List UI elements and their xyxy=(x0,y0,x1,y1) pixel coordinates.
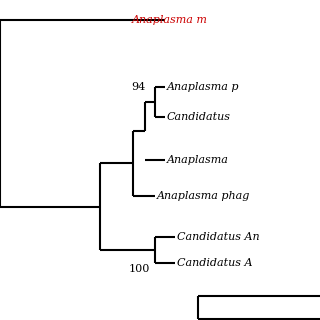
Text: Anaplasma phag: Anaplasma phag xyxy=(157,191,250,201)
Text: Anaplasma m: Anaplasma m xyxy=(132,15,208,25)
Text: Candidatus A: Candidatus A xyxy=(177,258,252,268)
Text: 94: 94 xyxy=(132,82,146,92)
Text: Anaplasma: Anaplasma xyxy=(167,155,229,165)
Text: Anaplasma p: Anaplasma p xyxy=(167,82,239,92)
Text: Candidatus: Candidatus xyxy=(167,112,231,122)
Text: Candidatus An: Candidatus An xyxy=(177,232,260,242)
Text: 100: 100 xyxy=(129,264,150,274)
